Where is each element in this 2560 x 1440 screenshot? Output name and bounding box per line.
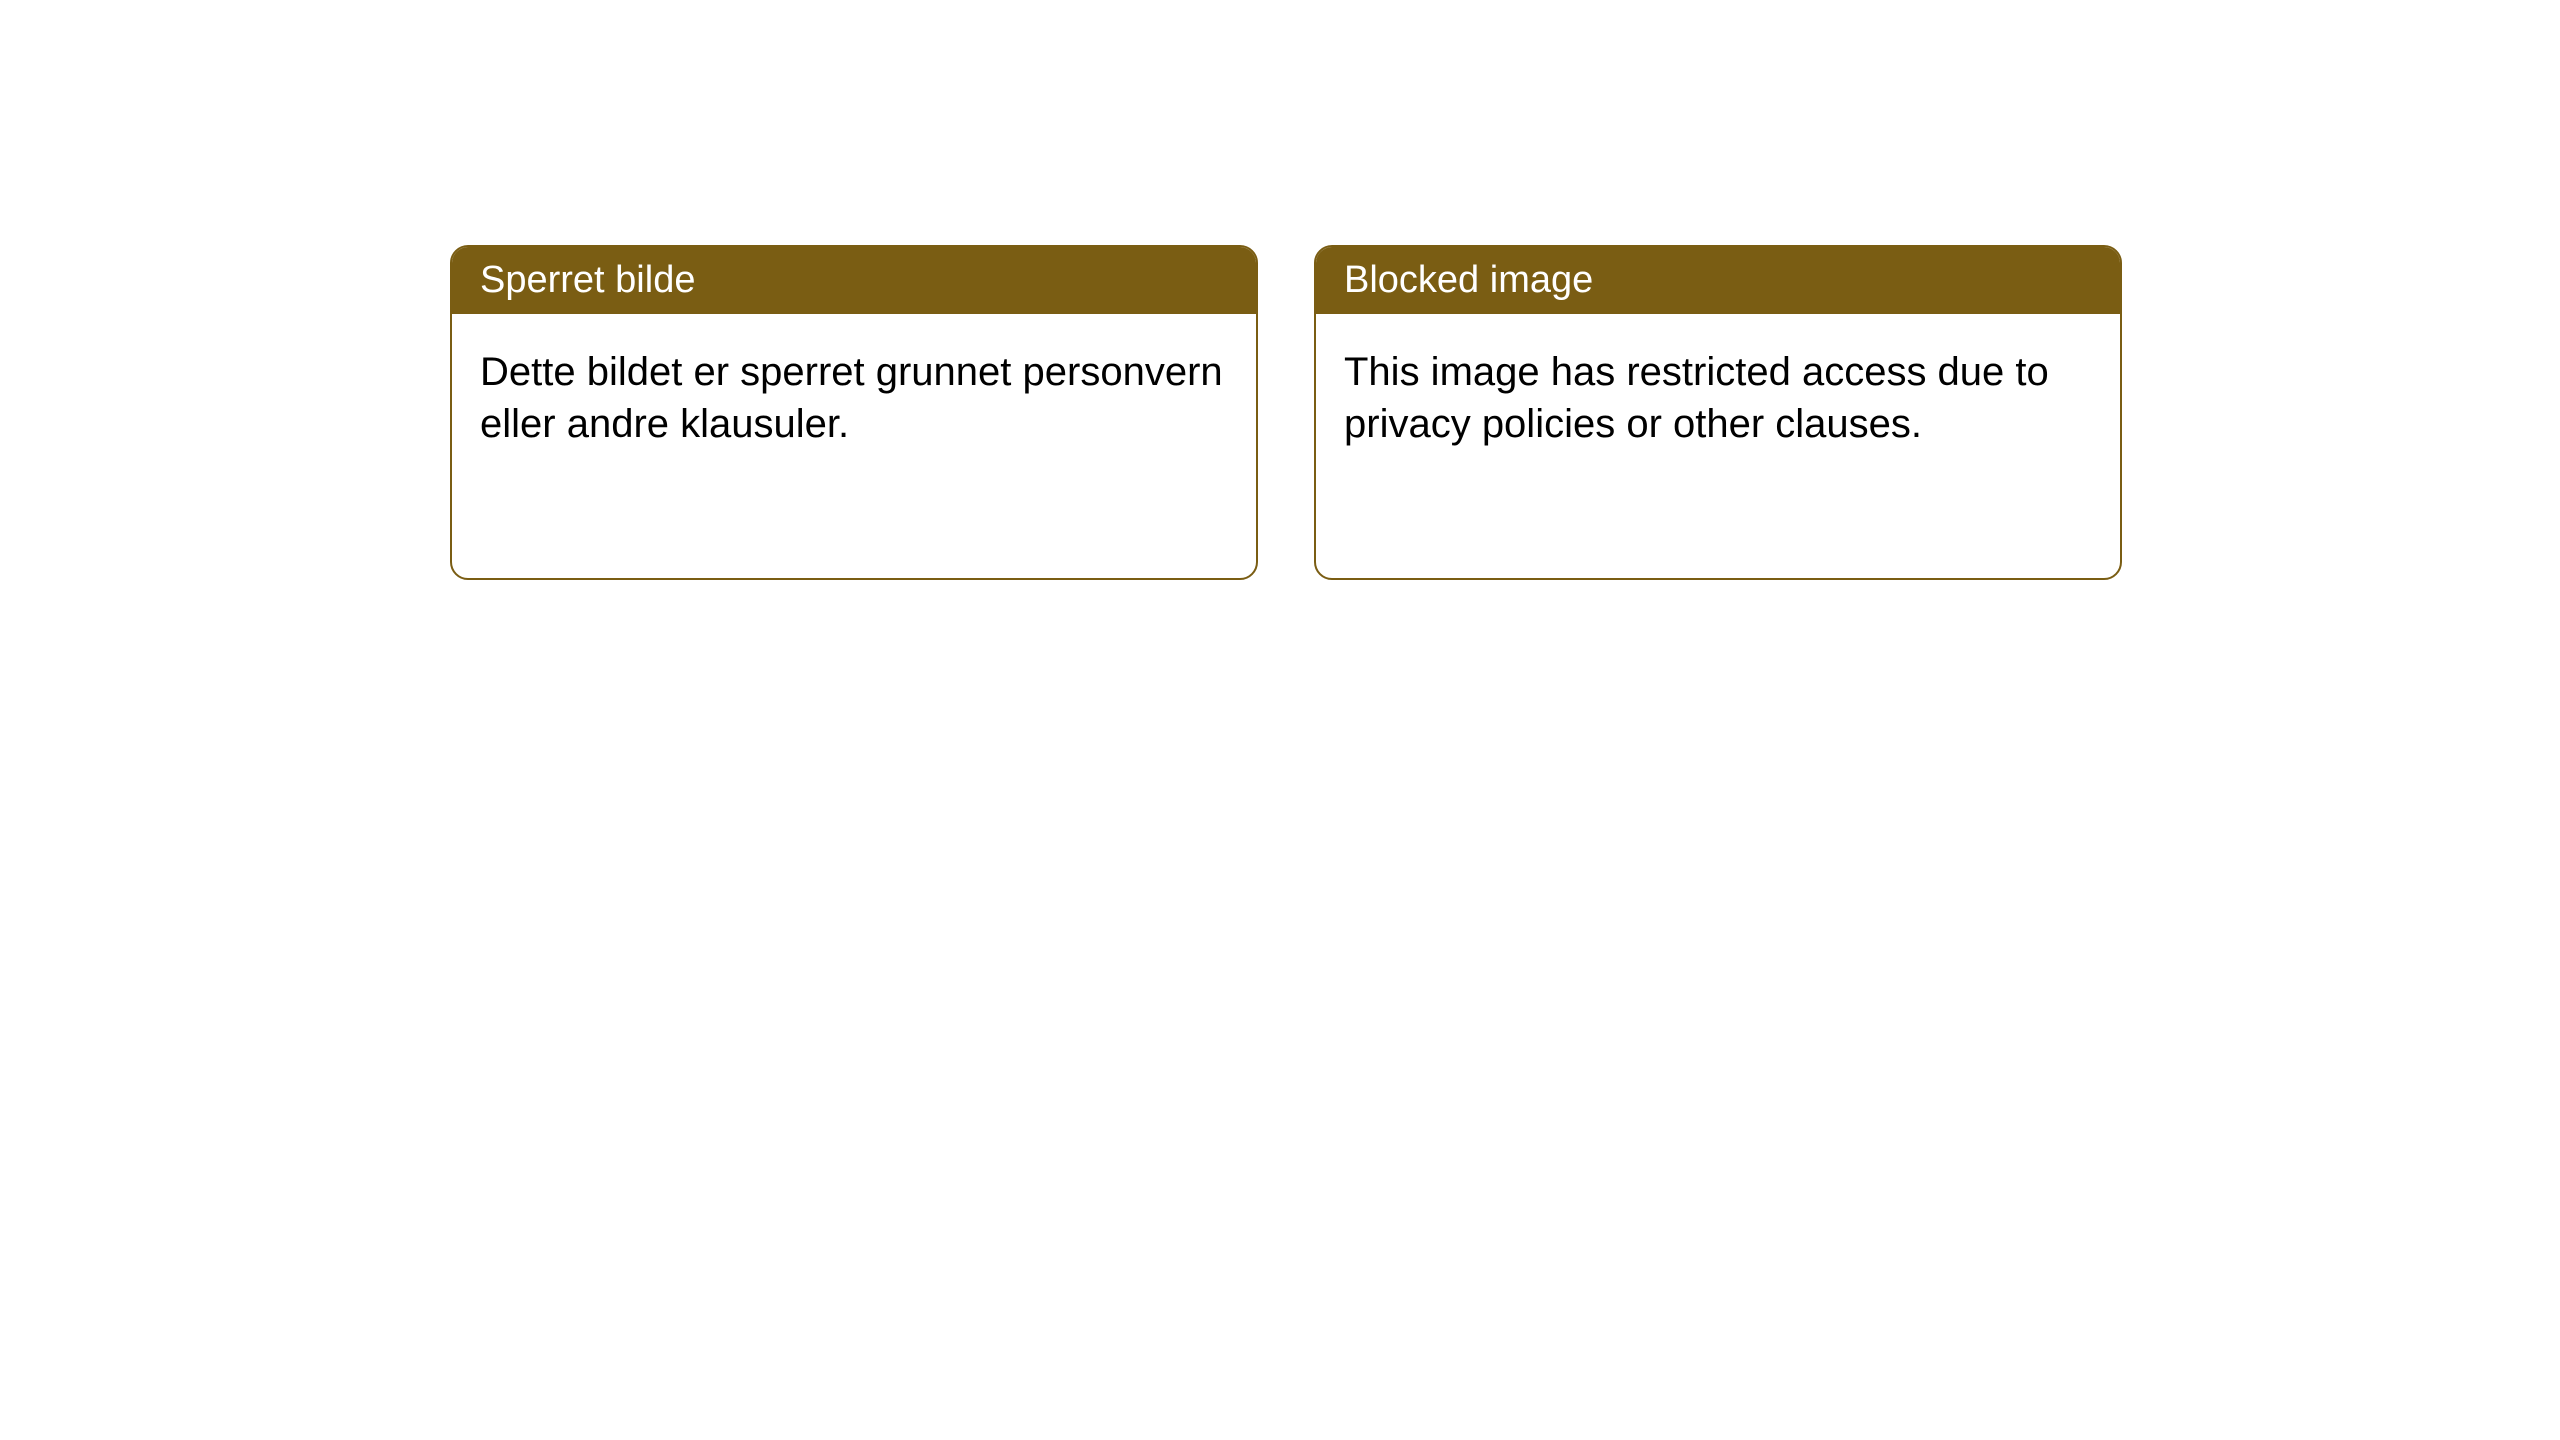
- notice-card-title: Sperret bilde: [452, 247, 1256, 314]
- notice-card-body: This image has restricted access due to …: [1316, 314, 2120, 482]
- notice-card-norwegian: Sperret bilde Dette bildet er sperret gr…: [450, 245, 1258, 580]
- notice-cards-container: Sperret bilde Dette bildet er sperret gr…: [0, 0, 2560, 580]
- notice-card-title: Blocked image: [1316, 247, 2120, 314]
- notice-card-body: Dette bildet er sperret grunnet personve…: [452, 314, 1256, 482]
- notice-card-english: Blocked image This image has restricted …: [1314, 245, 2122, 580]
